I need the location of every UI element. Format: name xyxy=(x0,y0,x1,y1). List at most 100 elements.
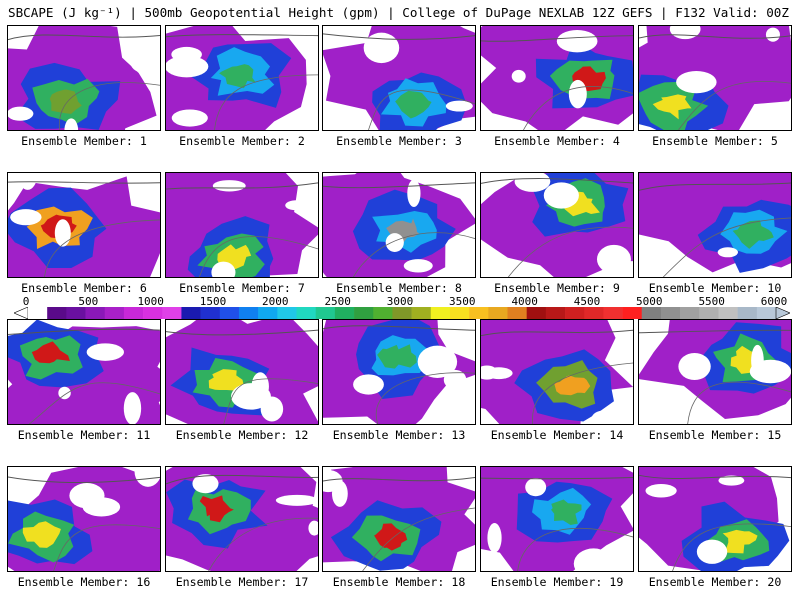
cape-field-member-1 xyxy=(8,26,160,130)
ensemble-member-caption: Ensemble Member: 13 xyxy=(332,428,466,442)
map-panel-member-18 xyxy=(322,466,476,572)
cape-region-level-4 xyxy=(374,523,408,551)
no-cape-area xyxy=(353,374,384,395)
state-boundary-line xyxy=(323,182,475,189)
coastline xyxy=(208,517,318,571)
colorbar-swatch xyxy=(258,307,278,319)
cape-region-level-4 xyxy=(31,341,70,364)
cape-field-member-7 xyxy=(166,173,318,277)
no-cape-area xyxy=(363,32,400,64)
no-cape-area xyxy=(525,477,547,497)
no-cape-area xyxy=(645,483,677,498)
colorbar-tick-label: 5500 xyxy=(698,295,725,308)
cape-field-member-10 xyxy=(639,173,791,277)
no-cape-area xyxy=(10,209,42,226)
colorbar-swatch xyxy=(660,307,681,319)
cape-region-level-4 xyxy=(732,220,774,249)
colorbar-swatch xyxy=(123,307,144,319)
cape-region-level-4 xyxy=(551,499,582,525)
no-cape-area xyxy=(487,523,502,553)
colorbar-swatch xyxy=(584,307,604,319)
cape-field-member-8 xyxy=(323,173,475,277)
coastline xyxy=(353,232,475,277)
coastline xyxy=(53,524,160,571)
no-cape-area xyxy=(323,467,332,479)
colorbar-swatch xyxy=(200,307,221,319)
map-panel-member-7 xyxy=(165,172,319,278)
no-cape-area xyxy=(765,27,780,42)
state-boundary-line xyxy=(481,35,633,42)
cape-region-level-4 xyxy=(652,94,692,120)
ensemble-member-caption: Ensemble Member: 8 xyxy=(336,281,462,295)
colorbar-swatch xyxy=(622,307,643,319)
state-boundary-line xyxy=(166,474,318,485)
cape-region-level-4 xyxy=(199,495,234,523)
coastline xyxy=(44,219,160,277)
state-boundary-line xyxy=(481,178,633,184)
no-cape-area xyxy=(8,106,34,121)
map-panel-member-5 xyxy=(638,25,792,131)
colorbar-swatch xyxy=(603,307,623,319)
no-cape-area xyxy=(211,261,236,277)
colorbar-tick-label: 3500 xyxy=(449,295,476,308)
cape-field-member-4 xyxy=(481,26,633,130)
no-cape-area xyxy=(192,474,219,494)
colorbar-swatch xyxy=(526,307,547,319)
state-boundary-line xyxy=(639,182,791,191)
colorbar-swatch xyxy=(85,307,106,319)
coastline xyxy=(362,507,475,571)
state-boundary-line xyxy=(166,182,318,190)
no-cape-area xyxy=(166,55,209,78)
no-cape-area xyxy=(231,383,271,410)
cape-field-member-19 xyxy=(481,467,633,571)
no-cape-area xyxy=(591,410,617,424)
map-panel-member-3 xyxy=(322,25,476,131)
cape-region-level-4 xyxy=(219,64,256,89)
ensemble-member-caption: Ensemble Member: 4 xyxy=(494,134,620,148)
ensemble-member-caption: Ensemble Member: 14 xyxy=(490,428,624,442)
state-boundary-line xyxy=(323,476,475,482)
cape-region-level-4 xyxy=(377,344,417,369)
no-cape-area xyxy=(678,352,711,381)
cape-region-level-4 xyxy=(22,521,61,548)
no-cape-area xyxy=(123,392,142,424)
cape-field-member-2 xyxy=(166,26,318,130)
ensemble-member-caption: Ensemble Member: 15 xyxy=(648,428,782,442)
cape-region-level-4 xyxy=(208,369,244,391)
coastline xyxy=(532,362,633,424)
no-cape-area xyxy=(676,71,717,94)
map-panel-member-17 xyxy=(165,466,319,572)
colorbar-swatch xyxy=(488,307,508,319)
ensemble-member-caption: Ensemble Member: 7 xyxy=(179,281,305,295)
map-panel-member-12 xyxy=(165,319,319,425)
state-boundary-line xyxy=(8,34,160,41)
map-panel-member-1 xyxy=(7,25,161,131)
ensemble-member-caption: Ensemble Member: 18 xyxy=(332,575,466,589)
state-boundary-line xyxy=(639,474,791,480)
state-boundary-line xyxy=(8,476,160,484)
colorbar-max-arrow xyxy=(775,307,790,319)
colorbar-swatch xyxy=(66,307,86,319)
cape-field-member-3 xyxy=(323,26,475,130)
colorbar-tick-label: 0 xyxy=(22,295,30,308)
colorbar-swatch xyxy=(565,307,585,319)
no-cape-area xyxy=(481,365,498,380)
colorbar-tick-label: 2000 xyxy=(262,295,289,308)
coastline xyxy=(508,226,633,277)
colorbar-swatch xyxy=(718,307,738,319)
no-cape-area xyxy=(568,79,587,109)
cape-region-level-4 xyxy=(395,90,432,119)
no-cape-area xyxy=(417,345,458,378)
no-cape-area xyxy=(129,49,156,73)
coastline xyxy=(59,82,160,130)
no-cape-area xyxy=(86,343,124,361)
colorbar-tick-label: 4000 xyxy=(511,295,538,308)
ensemble-member-caption: Ensemble Member: 9 xyxy=(494,281,620,295)
map-panel-member-13 xyxy=(322,319,476,425)
map-panel-member-4 xyxy=(480,25,634,131)
ensemble-member-caption: Ensemble Member: 16 xyxy=(17,575,151,589)
cape-field-member-14 xyxy=(481,320,633,424)
colorbar-swatch xyxy=(680,307,700,319)
no-cape-area xyxy=(212,180,246,192)
no-cape-area xyxy=(639,265,665,277)
